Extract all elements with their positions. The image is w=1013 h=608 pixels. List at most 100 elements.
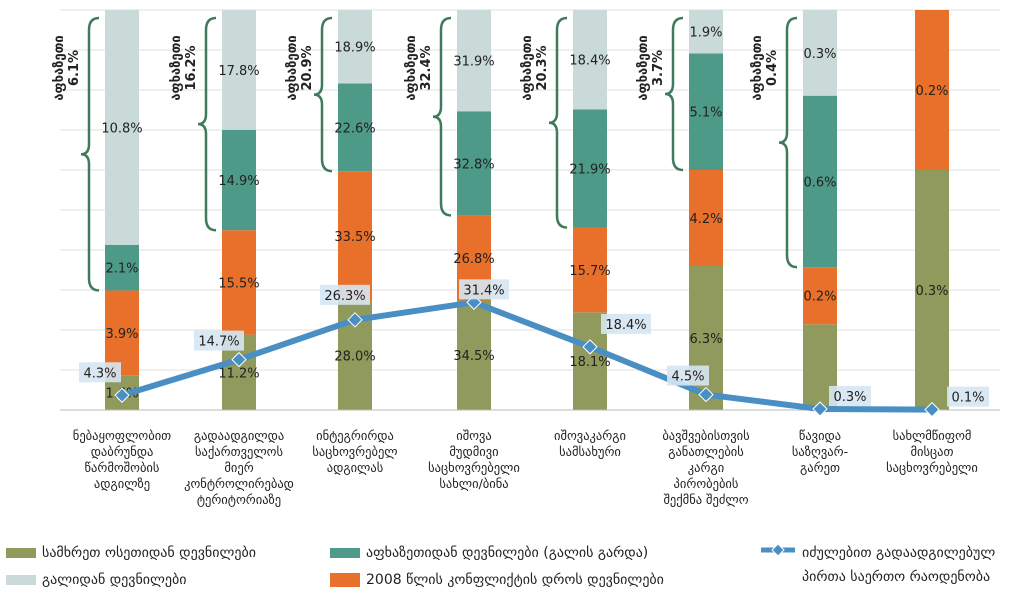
line-label-bg xyxy=(459,279,509,300)
abkhazia-brace xyxy=(432,16,452,217)
brace-label-text: აფხაზეთი xyxy=(52,35,67,100)
bar-segment-label: 34.5% xyxy=(453,349,494,364)
bar-segment-label: 18.9% xyxy=(334,41,375,56)
line-point-label: 4.5% xyxy=(671,370,704,385)
brace-label-text: აფხაზეთი xyxy=(285,35,300,100)
category-label: ბავშვებისთვის განათლების კარგი პირობების… xyxy=(662,428,750,507)
brace-label-text: აფხაზეთი xyxy=(404,35,419,100)
abkhazia-brace-label: აფხაზეთი 6.1% xyxy=(52,35,82,100)
brace-label-value: 0.4% xyxy=(765,50,780,86)
bar-segment-label: 26.8% xyxy=(453,252,494,267)
brace-label-text: აფხაზეთი xyxy=(636,35,651,100)
line-point xyxy=(924,401,940,418)
abkhazia-brace xyxy=(197,16,217,232)
line-point xyxy=(698,386,714,403)
bar-segment-label: 21.9% xyxy=(569,162,610,177)
bar-segment xyxy=(689,53,723,170)
line-label-bg xyxy=(947,386,989,407)
abkhazia-brace xyxy=(548,16,568,229)
brace-label-value: 20.9% xyxy=(300,45,315,90)
line-label-bg xyxy=(829,385,871,406)
brace-label-text: აფხაზეთი xyxy=(520,35,535,100)
bar-segment-label: 15.7% xyxy=(569,264,610,279)
bar-segment-label: 15.5% xyxy=(218,276,259,291)
bar-segment-label: 5.1% xyxy=(689,106,722,121)
legend-label-south-ossetia: სამხრეთ ოსეთიდან დევნილები xyxy=(42,545,256,561)
line-point-label: 14.7% xyxy=(198,335,239,350)
bar-segment xyxy=(689,266,723,410)
abkhazia-brace-label: აფხაზეთი 16.2% xyxy=(169,35,199,100)
bar-segment-label: 28.0% xyxy=(334,350,375,365)
brace-label-value: 3.7% xyxy=(651,50,666,86)
bar-segment-label: 11.2% xyxy=(218,366,259,381)
line-label-bg xyxy=(601,313,651,334)
bar-segment-label: 18.4% xyxy=(569,54,610,69)
bar-segment xyxy=(573,227,607,313)
legend-label-2008: 2008 წლის კონფლიქტის დროს დევნილები xyxy=(366,572,664,588)
bar-segment xyxy=(689,10,723,54)
legend-total-line: იძულებით გადაადგილებულ პირთა საერთო რაოდ… xyxy=(760,541,1013,589)
bar-segment xyxy=(105,290,139,376)
bar-segment xyxy=(803,10,837,96)
category-label: წავიდა საზღვარ- გარეთ xyxy=(791,428,849,475)
stacked-bar-chart: 1.6%3.9%2.1%10.8%11.2%15.5%14.9%17.8%28.… xyxy=(52,9,1000,418)
bar-segment-label: 1.9% xyxy=(689,26,722,41)
legend-swatch-south-ossetia xyxy=(6,548,36,558)
legend-south-ossetia: სამხრეთ ოსეთიდან დევნილები xyxy=(6,545,256,561)
legend-2008: 2008 წლის კონფლიქტის დროს დევნილები xyxy=(330,572,664,588)
category-label: იშოვა მუდმივი საცხოვრებელი სახლი/ბინა xyxy=(428,428,520,491)
abkhazia-brace-label: აფხაზეთი 20.3% xyxy=(520,35,550,100)
legend-gali: გალიდან დევნილები xyxy=(6,572,187,588)
legend-line-icon xyxy=(761,543,795,557)
bar-segment xyxy=(573,109,607,228)
bar-segment-label: 0.2% xyxy=(915,84,948,99)
legend-swatch-abkhazia xyxy=(330,548,360,558)
bar-segment xyxy=(222,129,256,231)
brace-label-text: აფხაზეთი xyxy=(750,35,765,100)
line-point xyxy=(812,401,828,417)
line-point-label: 26.3% xyxy=(324,289,365,304)
bar-segment xyxy=(222,10,256,130)
line-label-bg xyxy=(667,365,709,386)
bar-segment xyxy=(573,10,607,110)
line-point-label: 18.4% xyxy=(605,318,646,333)
bar-segment xyxy=(222,230,256,335)
line-point xyxy=(347,312,363,328)
bar-segment-label: 18.1% xyxy=(569,355,610,370)
category-label: იშოვაკარგი სამსახური xyxy=(554,428,626,459)
abkhazia-brace-label: აფხაზეთი 0.4% xyxy=(750,35,780,100)
line-point-label: 0.1% xyxy=(951,391,984,406)
brace-label-value: 32.4% xyxy=(419,45,434,90)
bar-segment-label: 22.6% xyxy=(334,121,375,136)
bar-segment xyxy=(338,10,372,84)
bar-segment-label: 33.5% xyxy=(334,230,375,245)
abkhazia-brace-label: აფხაზეთი 20.9% xyxy=(285,35,315,100)
bar-segment-label: 4.2% xyxy=(689,212,722,227)
abkhazia-brace-label: აფხაზეთი 3.7% xyxy=(636,35,666,100)
abkhazia-brace xyxy=(664,16,684,172)
bar-segment-label: 3.9% xyxy=(105,327,138,342)
bar-segment-label: 2.1% xyxy=(105,262,138,277)
bar-segment-label: 31.9% xyxy=(453,55,494,70)
bar-segment-label: 17.8% xyxy=(218,64,259,79)
bar-segment xyxy=(457,10,491,112)
legend-label-line: იძულებით გადაადგილებულ პირთა საერთო რაოდ… xyxy=(802,545,996,585)
bar-segment xyxy=(457,300,491,410)
bar-segment xyxy=(803,267,837,325)
bar-segment xyxy=(338,83,372,172)
bar-segment xyxy=(105,244,139,291)
bar-segment xyxy=(105,10,139,245)
brace-label-text: აფხაზეთი xyxy=(169,35,184,100)
category-label: ნებაყოფლობით დაბრუნდა წარმოშობის ადგილზე xyxy=(72,428,172,491)
brace-label-value: 16.2% xyxy=(184,45,199,90)
bar-segment xyxy=(457,111,491,216)
bar-segment xyxy=(689,170,723,266)
legend-swatch-line xyxy=(760,541,796,559)
bar-segment-label: 14.9% xyxy=(218,174,259,189)
category-label: სახლმწიფომ მისცათ საცხოვრებელი xyxy=(886,428,978,475)
bar-segment xyxy=(915,170,949,410)
bar-segment-label: 0.2% xyxy=(803,290,836,305)
bar-segment-label: 0.3% xyxy=(915,284,948,299)
abkhazia-brace xyxy=(778,16,798,269)
line-point xyxy=(114,387,130,403)
